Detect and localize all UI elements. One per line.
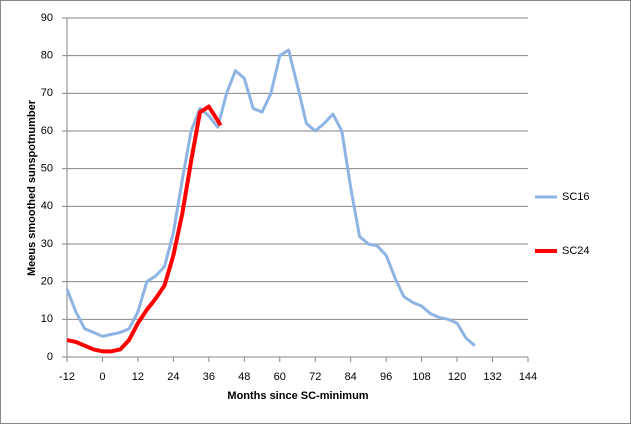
x-tick-label: 132	[483, 371, 501, 383]
x-tick-label: 12	[132, 371, 144, 383]
y-tick-label: 0	[47, 351, 53, 363]
y-tick-label: 80	[41, 50, 53, 62]
x-tick-label: 48	[238, 371, 250, 383]
x-tick-label: 36	[203, 371, 215, 383]
y-tick-label: 50	[41, 163, 53, 175]
y-tick-label: 10	[41, 313, 53, 325]
x-tick-label: 84	[345, 371, 357, 383]
y-tick-label: 90	[41, 12, 53, 24]
legend-label: SC16	[562, 191, 590, 203]
y-axis-label: Meeus smoothed sunspotnumber	[26, 99, 38, 276]
x-tick-label: 96	[380, 371, 392, 383]
y-tick-label: 30	[41, 238, 53, 250]
x-tick-label: 144	[519, 371, 537, 383]
x-tick-label: 60	[274, 371, 286, 383]
x-tick-label: -12	[59, 371, 75, 383]
y-tick-label: 70	[41, 87, 53, 99]
x-tick-label: 108	[412, 371, 430, 383]
x-tick-label: 120	[448, 371, 466, 383]
y-tick-label: 20	[41, 276, 53, 288]
legend-label: SC24	[562, 245, 590, 257]
y-tick-label: 40	[41, 200, 53, 212]
x-axis-label: Months since SC-minimum	[227, 390, 368, 402]
line	[65, 48, 476, 347]
line	[66, 104, 223, 354]
x-tick-label: 24	[167, 371, 179, 383]
y-tick-label: 60	[41, 125, 53, 137]
x-tick-label: 0	[99, 371, 105, 383]
x-tick-label: 72	[309, 371, 321, 383]
